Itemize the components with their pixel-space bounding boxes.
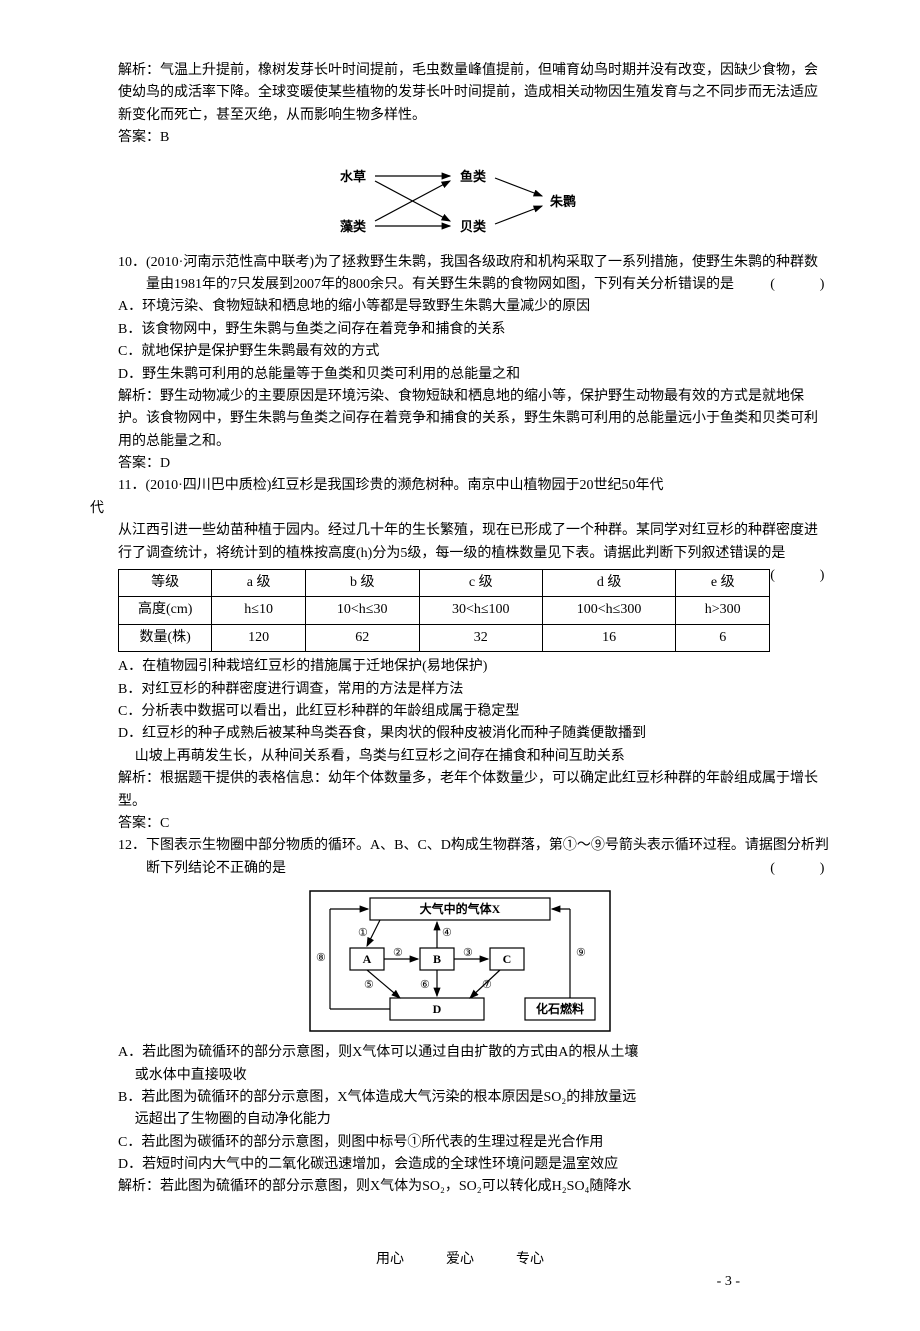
node-algae: 藻类 [340, 219, 367, 234]
svg-text:A: A [363, 952, 372, 966]
q11-stem-line1: 红豆杉是我国珍贵的濒危树种。南京中山植物园于20世纪50年代 [271, 478, 663, 493]
q10: 10．(2010·河南示范性高中联考)为了拯救野生朱鹮，我国各级政府和机构采取了… [90, 252, 830, 476]
q11-blank: ( ) [770, 565, 830, 587]
q12-opt-a2: 或水体中直接吸收 [135, 1065, 830, 1087]
q12: 12．下图表示生物圈中部分物质的循环。A、B、C、D构成生物群落，第①～⑨号箭头… [90, 835, 830, 1199]
q11-table: 等级 a 级 b 级 c 级 d 级 e 级 高度(cm) h≤10 10<h≤… [118, 569, 770, 652]
svg-text:⑨: ⑨ [576, 947, 586, 959]
svg-text:③: ③ [463, 947, 473, 959]
page-footer: 用心 爱心 专心 - 3 - [90, 1249, 830, 1271]
q12-opt-b1: B．若此图为硫循环的部分示意图，X气体造成大气污染的根本原因是SO₂的排放量远 [118, 1087, 830, 1109]
svg-text:⑦: ⑦ [482, 979, 492, 991]
node-grass: 水草 [340, 169, 366, 184]
table-row: 等级 a 级 b 级 c 级 d 级 e 级 [119, 570, 770, 597]
table-row: 高度(cm) h≤10 10<h≤30 30<h≤100 100<h≤300 h… [119, 597, 770, 624]
q12-opt-c: C．若此图为碳循环的部分示意图，则图中标号①所代表的生理过程是光合作用 [118, 1132, 830, 1154]
food-web-diagram: 水草 藻类 鱼类 贝类 朱鹮 [320, 156, 600, 246]
q11-source: (2010·四川巴中质检) [145, 478, 271, 493]
svg-text:④: ④ [442, 927, 452, 939]
footer-motto: 用心 爱心 专心 [90, 1249, 830, 1271]
svg-text:大气中的气体X: 大气中的气体X [420, 901, 501, 916]
q11-stem-rest: 从江西引进一些幼苗种植于园内。经过几十年的生长繁殖，现在已形成了一个种群。某同学… [118, 523, 818, 560]
q12-stem: 下图表示生物圈中部分物质的循环。A、B、C、D构成生物群落，第①～⑨号箭头表示循… [146, 838, 829, 875]
q11-analysis: 解析：根据题干提供的表格信息：幼年个体数量多，老年个体数量少，可以确定此红豆杉种… [118, 768, 830, 813]
q12-num: 12． [118, 838, 146, 853]
q11: 11．(2010·四川巴中质检)红豆杉是我国珍贵的濒危树种。南京中山植物园于20… [90, 475, 830, 835]
node-fish: 鱼类 [460, 169, 487, 184]
q10-blank: ( ) [798, 274, 830, 296]
q10-analysis: 解析：野生动物减少的主要原因是环境污染、食物短缺和栖息地的缩小等，保护野生动物最… [118, 386, 830, 453]
q11-opt-b: B．对红豆杉的种群密度进行调查，常用的方法是样方法 [118, 679, 830, 701]
svg-text:⑧: ⑧ [316, 952, 326, 964]
cycle-diagram: 大气中的气体X A B C D 化石燃料 ① ④ ② ③ ⑤ ⑥ ⑦ [290, 886, 630, 1036]
answer-value: B [160, 130, 169, 145]
q10-opt-c: C．就地保护是保护野生朱鹮最有效的方式 [118, 341, 830, 363]
q10-opt-b: B．该食物网中，野生朱鹮与鱼类之间存在着竞争和捕食的关系 [118, 319, 830, 341]
table-row: 数量(株) 120 62 32 16 6 [119, 624, 770, 651]
q10-opt-a: A．环境污染、食物短缺和栖息地的缩小等都是导致野生朱鹮大量减少的原因 [118, 296, 830, 318]
answer-label: 答案： [118, 130, 160, 145]
q11-answer: 答案：C [118, 813, 830, 835]
svg-text:②: ② [393, 947, 403, 959]
q10-num: 10． [118, 255, 146, 270]
node-ibis: 朱鹮 [549, 194, 576, 209]
q11-opt-c: C．分析表中数据可以看出，此红豆杉种群的年龄组成属于稳定型 [118, 701, 830, 723]
q12-blank: ( ) [798, 858, 830, 880]
q10-answer: 答案：D [118, 453, 830, 475]
q11-opt-d2: 山坡上再萌发生长，从种间关系看，鸟类与红豆杉之间存在捕食和种间互助关系 [135, 746, 830, 768]
q12-opt-a1: A．若此图为硫循环的部分示意图，则X气体可以通过自由扩散的方式由A的根从土壤 [118, 1042, 830, 1064]
q12-opt-b2: 远超出了生物圈的自动净化能力 [135, 1109, 830, 1131]
svg-text:①: ① [358, 927, 368, 939]
svg-text:C: C [503, 952, 512, 966]
node-shell: 贝类 [460, 219, 487, 234]
svg-text:化石燃料: 化石燃料 [536, 1001, 584, 1016]
q10-source: (2010·河南示范性高中联考) [146, 255, 314, 270]
q11-dai: 代 [90, 498, 830, 520]
q11-num: 11． [118, 478, 145, 493]
q12-analysis: 解析：若此图为硫循环的部分示意图，则X气体为SO₂，SO₂可以转化成H₂SO₄随… [118, 1176, 830, 1198]
prev-answer-line: 答案：B [90, 127, 830, 149]
q11-opt-d1: D．红豆杉的种子成熟后被某种鸟类吞食，果肉状的假种皮被消化而种子随粪便散播到 [118, 723, 830, 745]
svg-text:B: B [433, 952, 441, 966]
q11-opt-a: A．在植物园引种栽培红豆杉的措施属于迁地保护(易地保护) [118, 656, 830, 678]
svg-text:⑤: ⑤ [364, 979, 374, 991]
q12-opt-d: D．若短时间内大气中的二氧化碳迅速增加，会造成的全球性环境问题是温室效应 [118, 1154, 830, 1176]
svg-text:D: D [433, 1002, 442, 1016]
page-number: - 3 - [717, 1271, 740, 1293]
svg-text:⑥: ⑥ [420, 979, 430, 991]
prev-analysis: 解析：气温上升提前，橡树发芽长叶时间提前，毛虫数量峰值提前，但哺育幼鸟时期并没有… [90, 60, 830, 127]
q10-opt-d: D．野生朱鹮可利用的总能量等于鱼类和贝类可利用的总能量之和 [118, 364, 830, 386]
